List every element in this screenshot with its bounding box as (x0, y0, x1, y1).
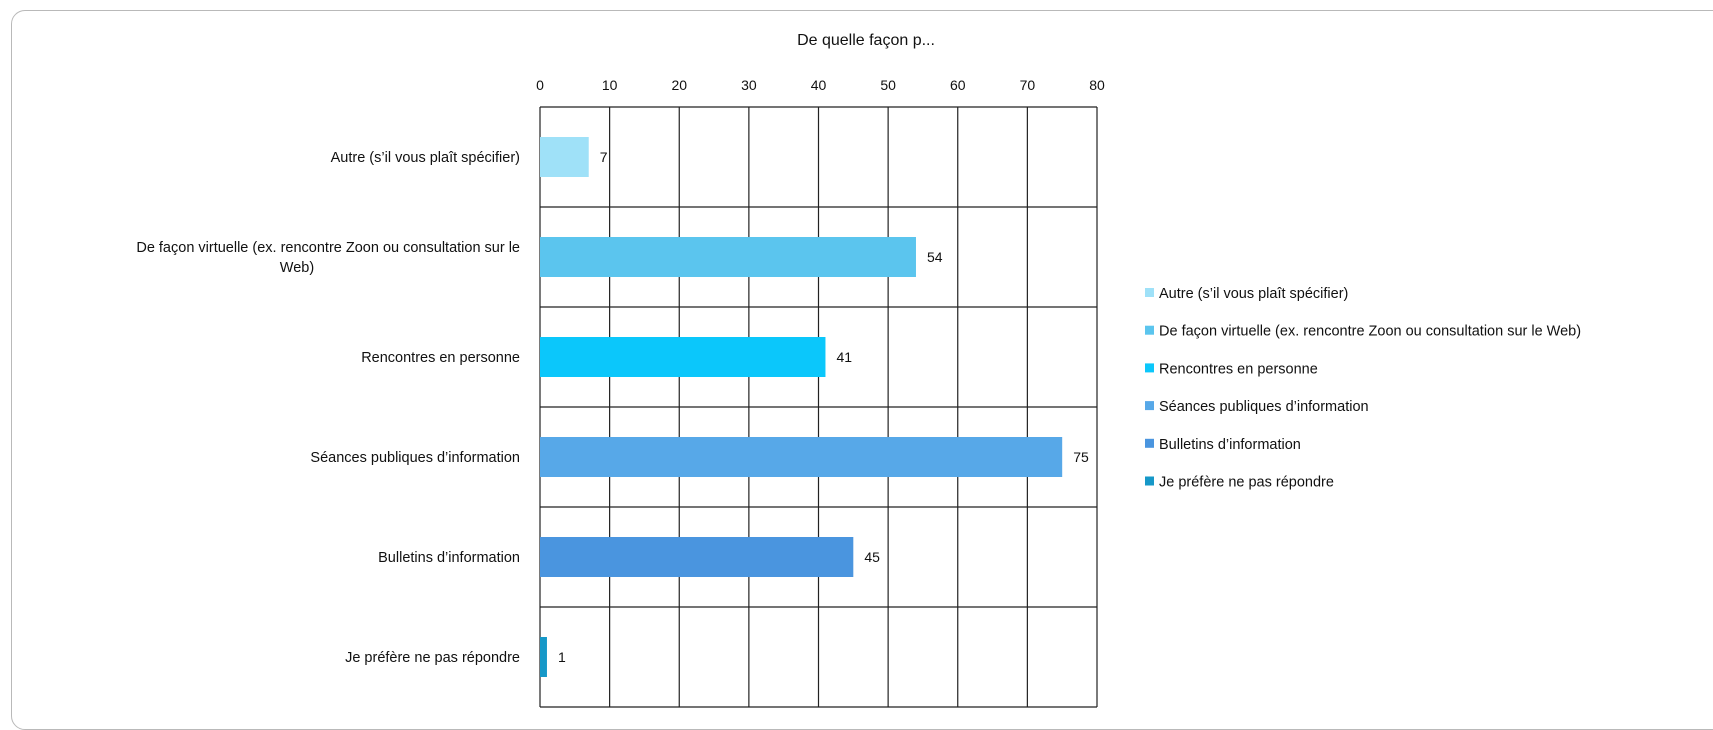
legend-swatch (1145, 438, 1154, 448)
data-label: 75 (1073, 449, 1089, 465)
category-label: Je préfère ne pas répondre (345, 650, 520, 666)
data-label: 7 (600, 149, 608, 165)
x-axis-ticks: 0 10 20 30 40 50 60 70 80 (536, 77, 1105, 93)
category-label: Autre (s’il vous plaît spécifier) (331, 150, 520, 166)
data-label: 1 (558, 649, 566, 665)
legend-entry: Bulletins d’information (1159, 437, 1301, 453)
data-label: 45 (864, 549, 880, 565)
x-tick-label: 10 (602, 77, 618, 93)
legend-entry: Rencontres en personne (1159, 361, 1318, 377)
legend-swatch (1145, 288, 1154, 297)
data-label: 41 (836, 349, 852, 365)
x-tick-label: 0 (536, 77, 544, 93)
x-tick-label: 70 (1020, 77, 1036, 93)
legend-swatch (1145, 325, 1154, 335)
data-labels: 7 54 41 75 45 1 (558, 149, 1089, 665)
legend-entry: Je préfère ne pas répondre (1159, 475, 1334, 491)
x-tick-label: 60 (950, 77, 966, 93)
legend-entry: De façon virtuelle (ex. rencontre Zoon o… (1159, 324, 1581, 340)
x-tick-label: 20 (671, 77, 687, 93)
bar (540, 537, 854, 577)
chart-card (11, 10, 1713, 730)
legend: Autre (s’il vous plaît spécifier) De faço… (1145, 286, 1581, 491)
legend-entry: Séances publiques d’information (1159, 399, 1369, 415)
legend-swatch (1145, 363, 1154, 373)
category-label: Rencontres en personne (361, 350, 520, 366)
legend-swatch (1145, 476, 1154, 486)
data-label: 54 (927, 249, 943, 265)
legend-entry: Autre (s’il vous plaît spécifier) (1159, 286, 1348, 302)
bar (540, 637, 547, 677)
bar (540, 437, 1063, 477)
bar (540, 237, 916, 277)
bar (540, 137, 589, 177)
legend-swatch (1145, 401, 1154, 411)
category-label: Bulletins d’information (378, 550, 520, 566)
x-tick-label: 30 (741, 77, 757, 93)
x-tick-label: 50 (880, 77, 896, 93)
category-label: De façon virtuelle (ex. rencontre Zoon o… (136, 240, 520, 276)
bar (540, 337, 826, 377)
chart-grid (539, 106, 1098, 708)
category-labels: Autre (s’il vous plaît spécifier) De faço… (136, 150, 520, 666)
x-tick-label: 40 (811, 77, 827, 93)
x-tick-label: 80 (1089, 77, 1105, 93)
category-label: Séances publiques d’information (310, 450, 520, 466)
bars (540, 137, 1063, 677)
chart-title: De quelle façon p... (797, 32, 935, 49)
